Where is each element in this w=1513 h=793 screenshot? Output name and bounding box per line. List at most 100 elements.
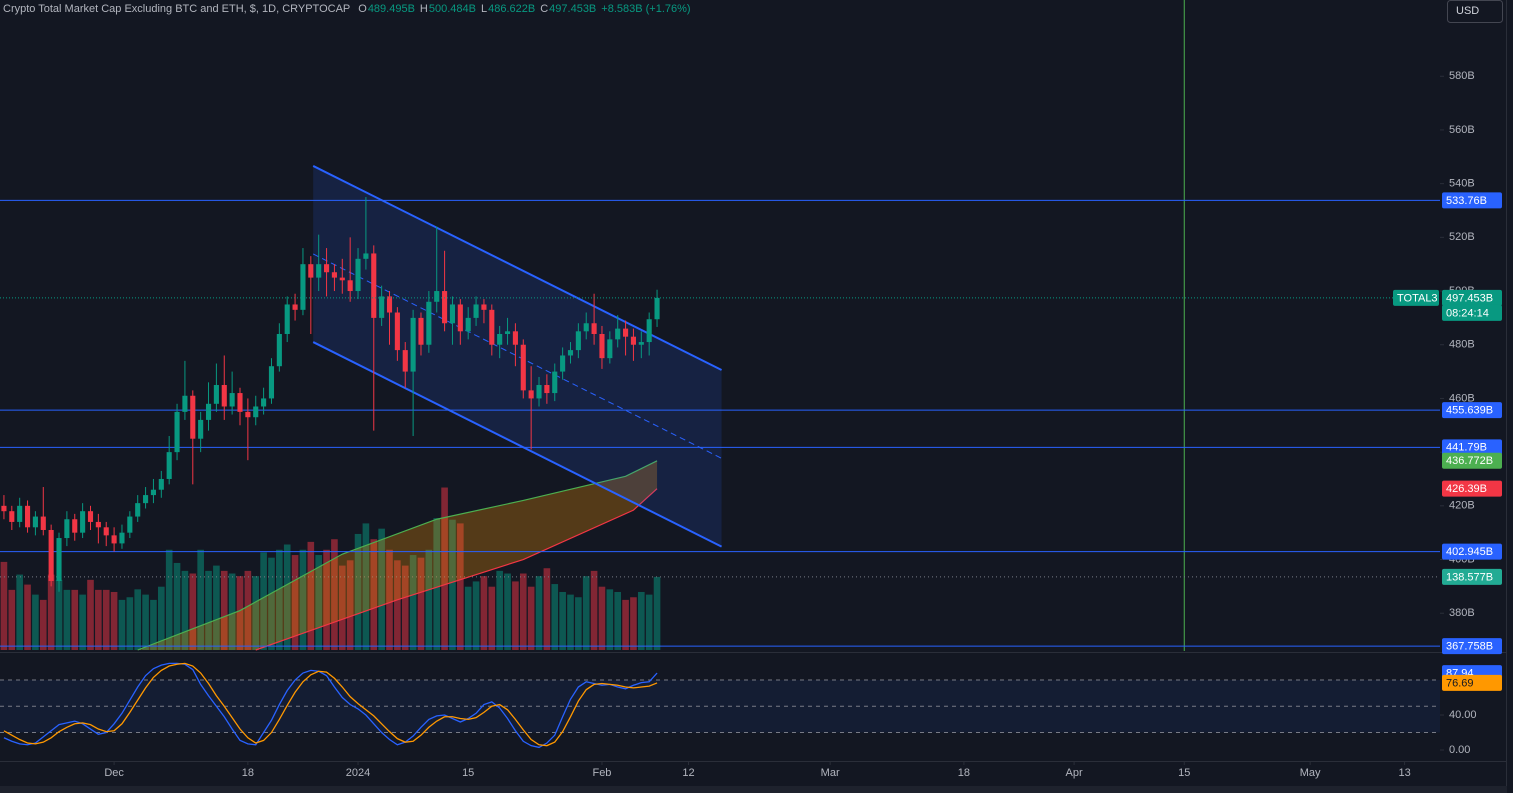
volume-bar (512, 581, 519, 650)
hline-label: 367.758B (1446, 640, 1493, 652)
candle-body (198, 419, 204, 439)
candle-body (135, 503, 141, 517)
volume-bar (386, 549, 393, 650)
volume-bar (102, 589, 110, 650)
hline-label-box (1442, 543, 1502, 560)
hline-label: 441.79B (1446, 442, 1487, 454)
volume-bar (8, 589, 16, 650)
x-tick-label: 15 (1178, 767, 1190, 779)
channel-lower (312, 341, 723, 548)
candle-body (276, 333, 282, 367)
x-tick-label: 12 (682, 767, 694, 779)
volume-bar (417, 557, 425, 650)
volume-bar (582, 576, 590, 650)
volume-bar (441, 487, 448, 650)
candle-body (292, 304, 298, 310)
candle-body (355, 258, 361, 292)
volume-bar (150, 599, 157, 650)
volume-bar (480, 576, 488, 650)
candle-body (308, 264, 314, 278)
ohlc-value: 497.453B (549, 3, 596, 15)
candle-body (607, 339, 613, 359)
currency-label[interactable]: USD (1456, 5, 1479, 17)
candle-body (143, 495, 149, 504)
stoch-tick-label: 40.00 (1449, 709, 1477, 721)
ohlc-key: O (358, 3, 367, 15)
volume-bar (220, 570, 228, 650)
candle-body (56, 538, 62, 581)
volume-bar (362, 523, 370, 650)
volume-bar (118, 599, 126, 650)
volume-bar (39, 599, 47, 650)
candle-body (654, 297, 660, 320)
candle-body (17, 505, 23, 522)
candle-body (1, 505, 7, 512)
candle-body (205, 403, 212, 420)
candle-body (261, 398, 267, 407)
main-pane (0, 0, 1440, 651)
volume-bar (158, 586, 165, 650)
volume-bar (535, 576, 543, 650)
candle-body (528, 390, 534, 399)
candle-body (394, 312, 400, 351)
x-tick-label: Apr (1066, 767, 1083, 779)
candle-body (284, 304, 290, 334)
volume-bar (79, 594, 86, 650)
candle-body (300, 264, 306, 310)
candle-body (213, 385, 219, 404)
candle-body (434, 291, 440, 302)
volume-bar (543, 568, 551, 650)
volume-bar (645, 594, 653, 650)
candle-body (481, 304, 487, 310)
stoch-line (3, 662, 658, 749)
y-tick-label: 560B (1449, 124, 1475, 136)
candle-body (111, 535, 117, 544)
channel-upper (312, 165, 723, 371)
candle-body (119, 532, 125, 544)
volume-bar (464, 586, 472, 650)
last-price-label-box (1442, 289, 1502, 306)
candle-body (473, 304, 479, 318)
volume-bar (0, 561, 8, 650)
candle-body (512, 331, 518, 345)
currency-button[interactable] (1447, 0, 1503, 23)
candle-body (410, 317, 416, 372)
band-label-box (1442, 452, 1502, 469)
candle-body (9, 511, 15, 522)
candle-body (363, 253, 369, 259)
candle-body (552, 371, 558, 394)
stoch-pane (0, 662, 1440, 749)
candle-body (591, 323, 597, 334)
ohlc-value: 489.495B (368, 3, 415, 15)
hline-label: 402.945B (1446, 546, 1493, 558)
volume-bar (559, 591, 566, 650)
band-label: 436.772B (1446, 455, 1493, 467)
candle-body (489, 309, 495, 345)
volume-bar (567, 594, 574, 650)
volume-bar (449, 519, 456, 650)
volume-bar (504, 573, 511, 650)
symbol-label: TOTAL3 (1397, 292, 1438, 304)
volume-bar (63, 589, 71, 650)
volume-bar (87, 579, 94, 650)
x-tick-label: 2024 (346, 767, 370, 779)
candle-body (237, 393, 243, 412)
volume-bar (488, 586, 496, 650)
volume-bar (425, 549, 433, 650)
x-tick-label: 13 (1398, 767, 1410, 779)
x-tick-label: Dec (104, 767, 124, 779)
candle-body (504, 331, 511, 334)
candle-body (229, 393, 235, 407)
stoch-tick-label: 0.00 (1449, 744, 1470, 756)
candle-body (24, 505, 31, 528)
x-tick-label: May (1300, 767, 1321, 779)
y-tick-label: 380B (1449, 607, 1475, 619)
candle-body (465, 317, 471, 332)
candle-body (316, 264, 322, 278)
candle-body (174, 411, 180, 453)
candle-body (646, 319, 652, 343)
volume-bar (197, 549, 204, 650)
candle-body (40, 516, 46, 530)
volume-bar (283, 544, 291, 650)
legend-header: Crypto Total Market Cap Excluding BTC an… (3, 3, 691, 15)
